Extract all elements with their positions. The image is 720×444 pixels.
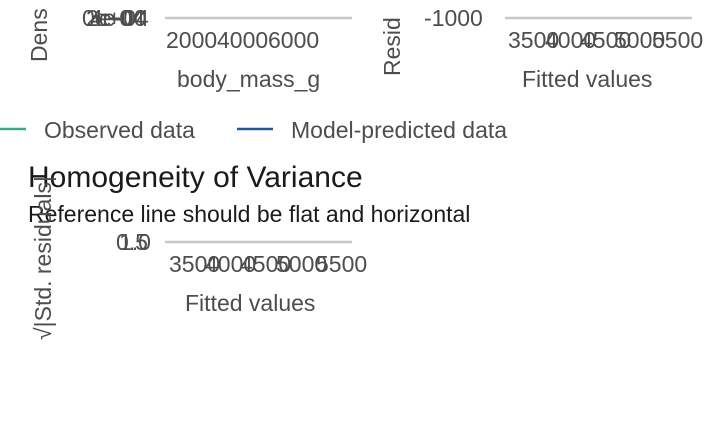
- homogeneity-y-tick-1: 1.0: [119, 229, 151, 255]
- homogeneity-x-tick-0: 3500: [169, 251, 221, 277]
- density-x-tick-2: 6000: [268, 27, 320, 53]
- linearity-x-tick-2: 4500: [580, 27, 632, 53]
- density-x-tick-0: 2000: [166, 27, 218, 53]
- density-x-axis-title: body_mass_g: [177, 66, 321, 92]
- linearity-y-axis-title: Resid: [379, 17, 405, 76]
- legend-predicted-label: Model-predicted data: [291, 117, 508, 143]
- density-y-axis-title: Dens: [26, 8, 52, 62]
- density-y-tick-0: 0e+00: [82, 5, 147, 31]
- homogeneity-x-tick-3: 5000: [276, 251, 328, 277]
- homogeneity-y-axis-title: √|Std. residuals|: [30, 176, 56, 340]
- homogeneity-x-tick-1: 4000: [205, 251, 257, 277]
- homogeneity-x-axis-title: Fitted values: [185, 290, 316, 316]
- homogeneity-x-tick-2: 4500: [240, 251, 292, 277]
- homogeneity-y-tick-0: 0.5: [116, 229, 148, 255]
- linearity-x-tick-4: 5500: [652, 27, 704, 53]
- density-y-tick-2: 4e-04: [90, 5, 149, 31]
- linearity-x-tick-3: 5000: [614, 27, 666, 53]
- linearity-x-tick-1: 4000: [545, 27, 597, 53]
- homogeneity-subtitle: Reference line should be flat and horizo…: [28, 201, 471, 227]
- legend-observed-label: Observed data: [44, 117, 195, 143]
- homogeneity-title: Homogeneity of Variance: [28, 161, 363, 194]
- linearity-y-tick-0: -1000: [424, 5, 483, 31]
- linearity-x-axis-title: Fitted values: [522, 66, 653, 92]
- density-y-tick-1: 2e-04: [86, 5, 145, 31]
- linearity-x-tick-0: 3500: [508, 27, 560, 53]
- density-x-tick-1: 4000: [217, 27, 269, 53]
- homogeneity-x-tick-4: 5500: [316, 251, 368, 277]
